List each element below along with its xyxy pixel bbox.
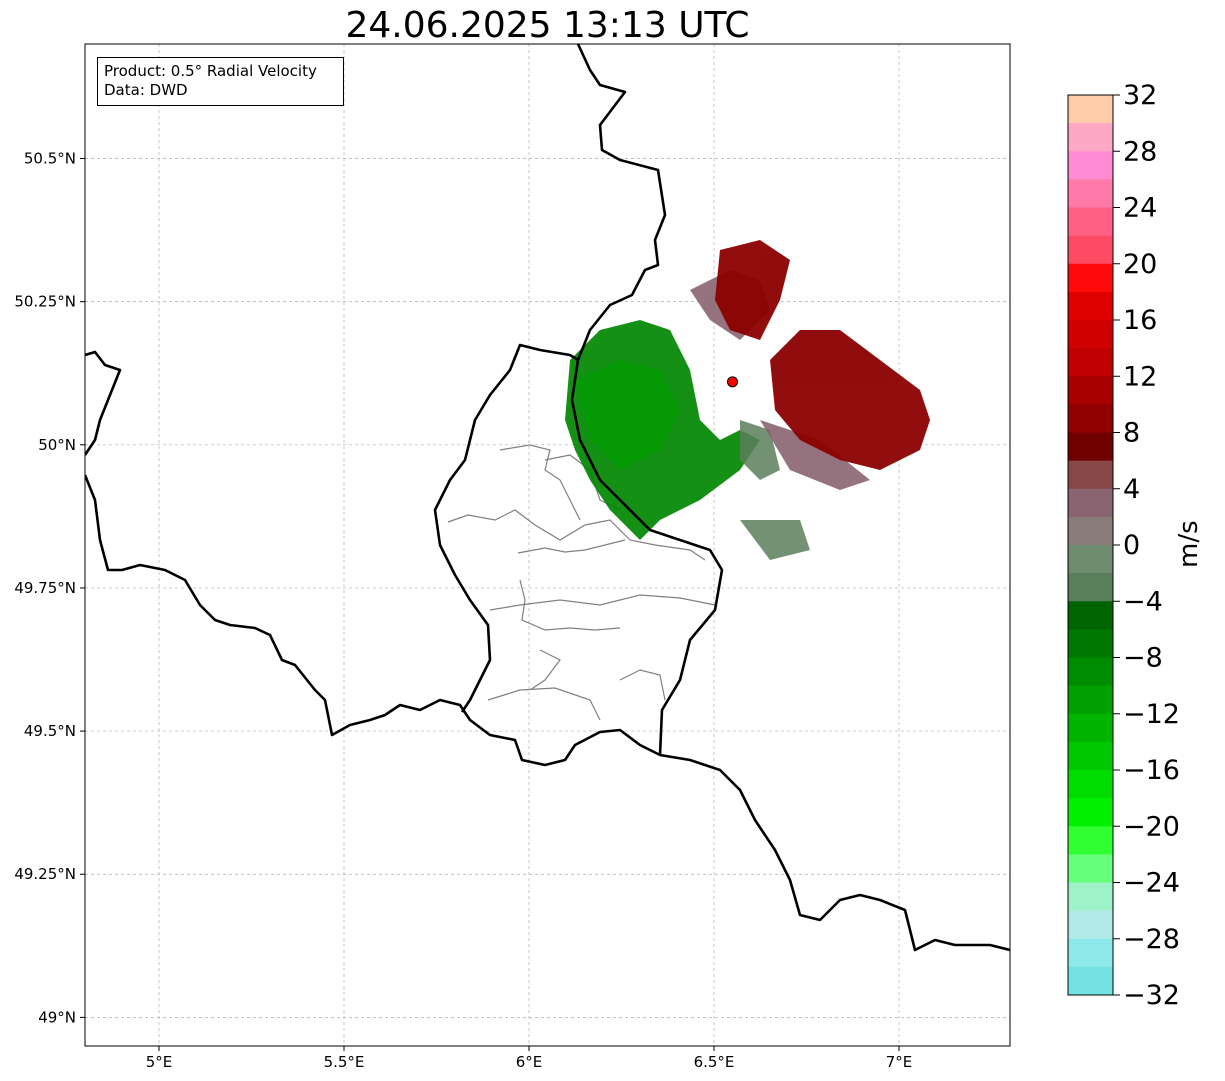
admin-borders xyxy=(447,444,716,721)
colorbar-unit-label: m/s xyxy=(1174,520,1204,568)
map-plot-area xyxy=(85,44,1010,1046)
x-tick-label: 5.5°E xyxy=(324,1053,365,1071)
y-axis-ticks: 50.5°N 50.25°N 50°N 49.75°N 49.5°N 49.25°N 49°… xyxy=(14,150,85,1026)
y-tick-label: 50.5°N xyxy=(24,150,76,168)
x-tick-label: 6°E xyxy=(516,1053,543,1071)
y-tick-label: 49.5°N xyxy=(24,722,76,740)
product-label: Product: 0.5° Radial Velocity xyxy=(104,62,317,80)
data-source-label: Data: DWD xyxy=(104,81,188,99)
velocity-echoes-positive xyxy=(715,240,930,470)
x-axis-ticks: 5°E 5.5°E 6°E 6.5°E 7°E xyxy=(146,1046,913,1071)
gridlines xyxy=(85,44,1010,1046)
y-tick-label: 49.25°N xyxy=(14,865,76,883)
y-tick-label: 49°N xyxy=(38,1008,76,1026)
y-tick-label: 50.25°N xyxy=(14,293,76,311)
map-title: 24.06.2025 13:13 UTC xyxy=(345,5,750,46)
x-tick-label: 6.5°E xyxy=(694,1053,735,1071)
product-info-box: Product: 0.5° Radial Velocity Data: DWD xyxy=(97,57,344,106)
country-borders xyxy=(85,44,1010,952)
velocity-echoes-negative-light xyxy=(575,360,680,470)
map-frame xyxy=(84,43,1011,1047)
x-tick-label: 5°E xyxy=(146,1053,173,1071)
y-tick-label: 50°N xyxy=(38,436,76,454)
x-tick-label: 7°E xyxy=(886,1053,913,1071)
y-tick-label: 49.75°N xyxy=(14,579,76,597)
radar-site-marker xyxy=(727,376,738,388)
